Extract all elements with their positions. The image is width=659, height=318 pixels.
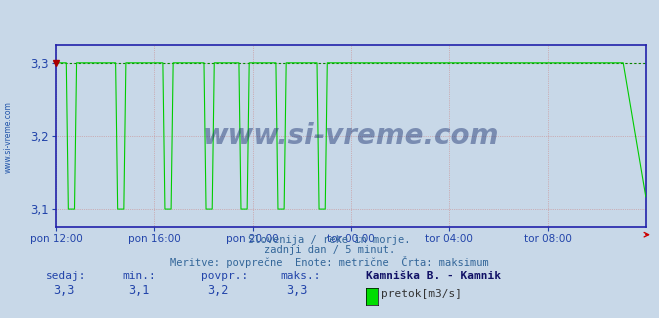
Text: pretok[m3/s]: pretok[m3/s]: [381, 289, 462, 299]
Text: 3,1: 3,1: [129, 284, 150, 297]
Text: Meritve: povprečne  Enote: metrične  Črta: maksimum: Meritve: povprečne Enote: metrične Črta:…: [170, 256, 489, 268]
Text: zadnji dan / 5 minut.: zadnji dan / 5 minut.: [264, 245, 395, 255]
Text: www.si-vreme.com: www.si-vreme.com: [3, 101, 13, 173]
Text: maks.:: maks.:: [280, 272, 320, 281]
Text: 3,3: 3,3: [53, 284, 74, 297]
Text: min.:: min.:: [122, 272, 156, 281]
Text: povpr.:: povpr.:: [201, 272, 248, 281]
Text: www.si-vreme.com: www.si-vreme.com: [203, 122, 499, 150]
Text: 3,3: 3,3: [287, 284, 308, 297]
Text: Slovenija / reke in morje.: Slovenija / reke in morje.: [248, 235, 411, 245]
Text: Kamniška B. - Kamnik: Kamniška B. - Kamnik: [366, 272, 501, 281]
Text: sedaj:: sedaj:: [46, 272, 86, 281]
Text: 3,2: 3,2: [208, 284, 229, 297]
